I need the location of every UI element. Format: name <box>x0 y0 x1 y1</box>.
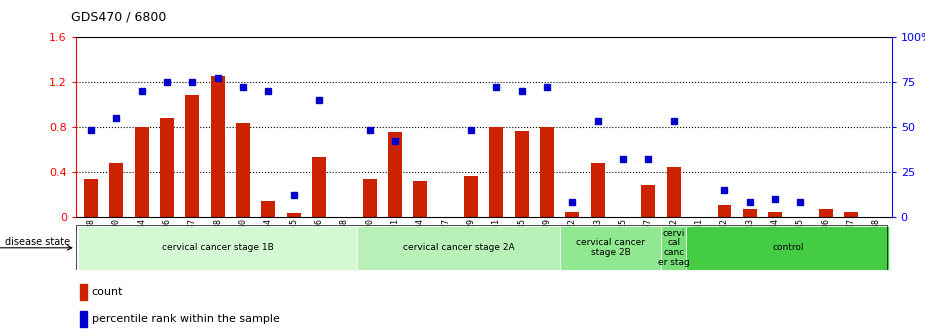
Text: GDS470 / 6800: GDS470 / 6800 <box>71 10 166 23</box>
Bar <box>363 178 376 217</box>
Text: control: control <box>772 243 804 252</box>
Text: disease state: disease state <box>5 237 69 247</box>
Bar <box>661 225 686 270</box>
Bar <box>413 181 427 217</box>
Bar <box>236 123 250 217</box>
Text: cervical cancer
stage 2B: cervical cancer stage 2B <box>576 239 645 257</box>
Bar <box>464 176 478 217</box>
Bar <box>84 178 98 217</box>
Bar <box>185 95 200 217</box>
Bar <box>489 127 503 217</box>
Bar <box>845 212 858 217</box>
Bar <box>565 212 579 217</box>
Bar <box>515 131 529 217</box>
Bar <box>667 167 681 217</box>
Text: cervical cancer stage 2A: cervical cancer stage 2A <box>402 243 514 252</box>
Bar <box>80 311 87 327</box>
Bar <box>287 213 301 217</box>
Bar <box>135 127 149 217</box>
Bar <box>357 225 560 270</box>
Bar <box>160 118 174 217</box>
Bar <box>591 163 605 217</box>
Bar <box>560 225 661 270</box>
Bar <box>718 206 732 217</box>
Bar <box>80 284 87 299</box>
Bar <box>79 225 357 270</box>
Bar <box>262 201 276 217</box>
Bar <box>642 185 656 217</box>
Bar <box>743 209 757 217</box>
Text: cervical cancer stage 1B: cervical cancer stage 1B <box>162 243 274 252</box>
Bar <box>312 157 326 217</box>
Bar <box>540 127 554 217</box>
Bar <box>109 163 123 217</box>
Bar <box>819 209 832 217</box>
Bar <box>211 76 225 217</box>
Bar <box>686 225 889 270</box>
Bar <box>388 132 402 217</box>
Text: count: count <box>92 287 123 296</box>
Bar <box>768 212 783 217</box>
Text: percentile rank within the sample: percentile rank within the sample <box>92 314 279 324</box>
Text: cervi
cal
canc
er stag: cervi cal canc er stag <box>658 229 690 267</box>
